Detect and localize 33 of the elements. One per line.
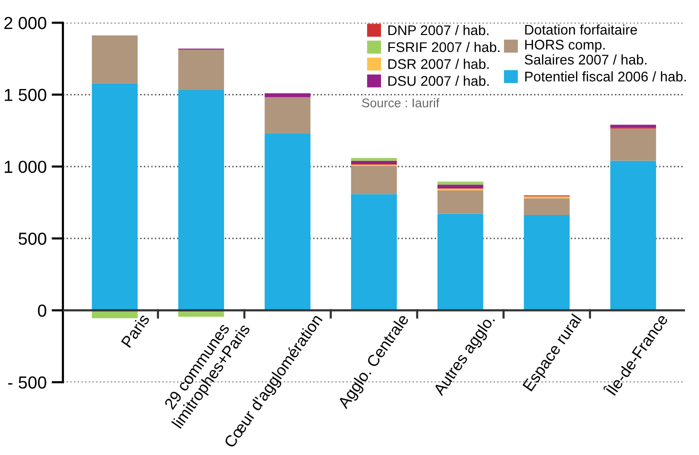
bar (610, 124, 656, 128)
bar (92, 83, 138, 310)
legend-label: Potentiel fiscal 2006 / hab. (525, 71, 686, 82)
bar (178, 90, 224, 310)
bar (524, 214, 570, 310)
bar (437, 214, 484, 310)
bar (92, 35, 138, 84)
y-tick-label: 1 000 (4, 160, 46, 173)
bar (264, 93, 310, 98)
bar (351, 160, 397, 164)
annotation: Source : Iaurif (362, 98, 440, 108)
bar (524, 198, 570, 215)
bar (178, 50, 224, 90)
legend-label: DSU 2007 / hab. (388, 76, 489, 86)
legend-label: DNP 2007 / hab. (388, 24, 488, 36)
y-tick-label: - 500 (8, 376, 46, 389)
bar (437, 182, 484, 185)
bar (351, 158, 397, 161)
bar (437, 190, 484, 214)
bar (351, 166, 397, 194)
bar (264, 133, 310, 310)
y-tick-label: 500 (18, 232, 46, 245)
legend-label: Dotation forfaitaire HORS comp. Salaires 2007 / hab. (524, 24, 646, 65)
y-tick-label: 1 500 (4, 88, 46, 102)
legend-label: FSRIF 2007 / hab. (388, 42, 500, 52)
y-tick-label: 0 (38, 304, 46, 317)
bar (610, 160, 656, 310)
bar (264, 97, 310, 134)
bar (351, 194, 397, 310)
bar (610, 128, 656, 161)
bar (437, 184, 484, 189)
legend-label: DSR 2007 / hab. (388, 58, 489, 69)
y-tick-label: 2 000 (4, 16, 46, 30)
